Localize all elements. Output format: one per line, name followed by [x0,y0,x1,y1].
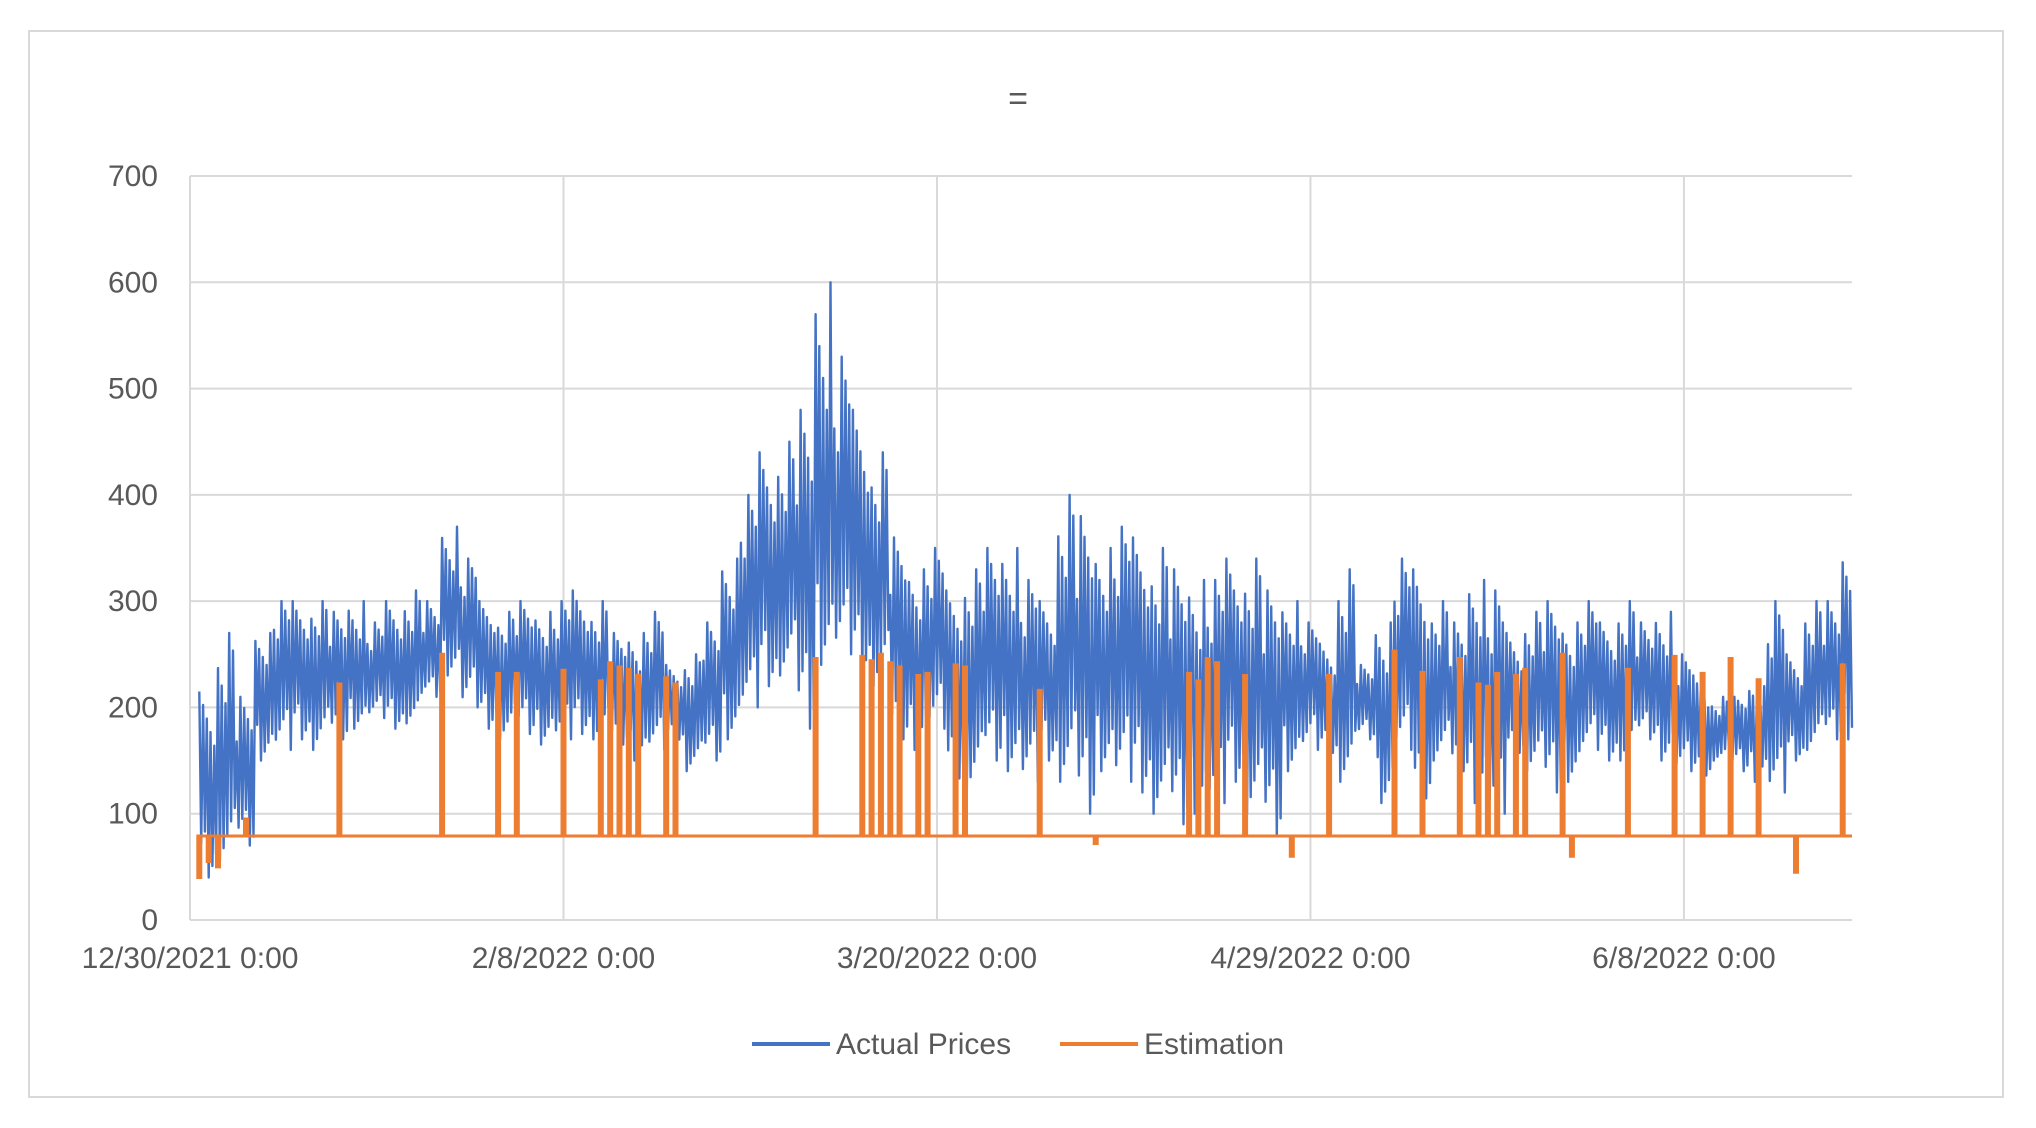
y-tick-label: 700 [108,160,158,193]
x-tick-label: 12/30/2021 0:00 [82,942,299,975]
x-tick-label: 2/8/2022 0:00 [472,942,656,975]
y-tick-label: 100 [108,798,158,831]
x-tick-label: 6/8/2022 0:00 [1592,942,1776,975]
y-axis: 0 100 200 300 400 500 600 700 [108,160,158,937]
gridlines [189,175,1852,921]
y-tick-label: 200 [108,691,158,724]
plot-area [196,281,1854,879]
series-line-estimation [196,649,1852,879]
y-tick-label: 400 [108,479,158,512]
legend-label-estimation: Estimation [1144,1028,1284,1061]
y-tick-label: 600 [108,266,158,299]
legend-label-actual-prices: Actual Prices [836,1028,1011,1061]
x-tick-label: 3/20/2022 0:00 [837,942,1037,975]
y-tick-label: 500 [108,373,158,406]
chart-title: = [1008,80,1028,118]
x-tick-label: 4/29/2022 0:00 [1210,942,1410,975]
series-line-actual-prices [198,281,1854,879]
y-tick-label: 0 [141,904,158,937]
x-axis: 12/30/2021 0:00 2/8/2022 0:00 3/20/2022 0:… [82,942,1776,975]
legend: Actual Prices Estimation [752,1028,1284,1061]
y-tick-label: 300 [108,585,158,618]
